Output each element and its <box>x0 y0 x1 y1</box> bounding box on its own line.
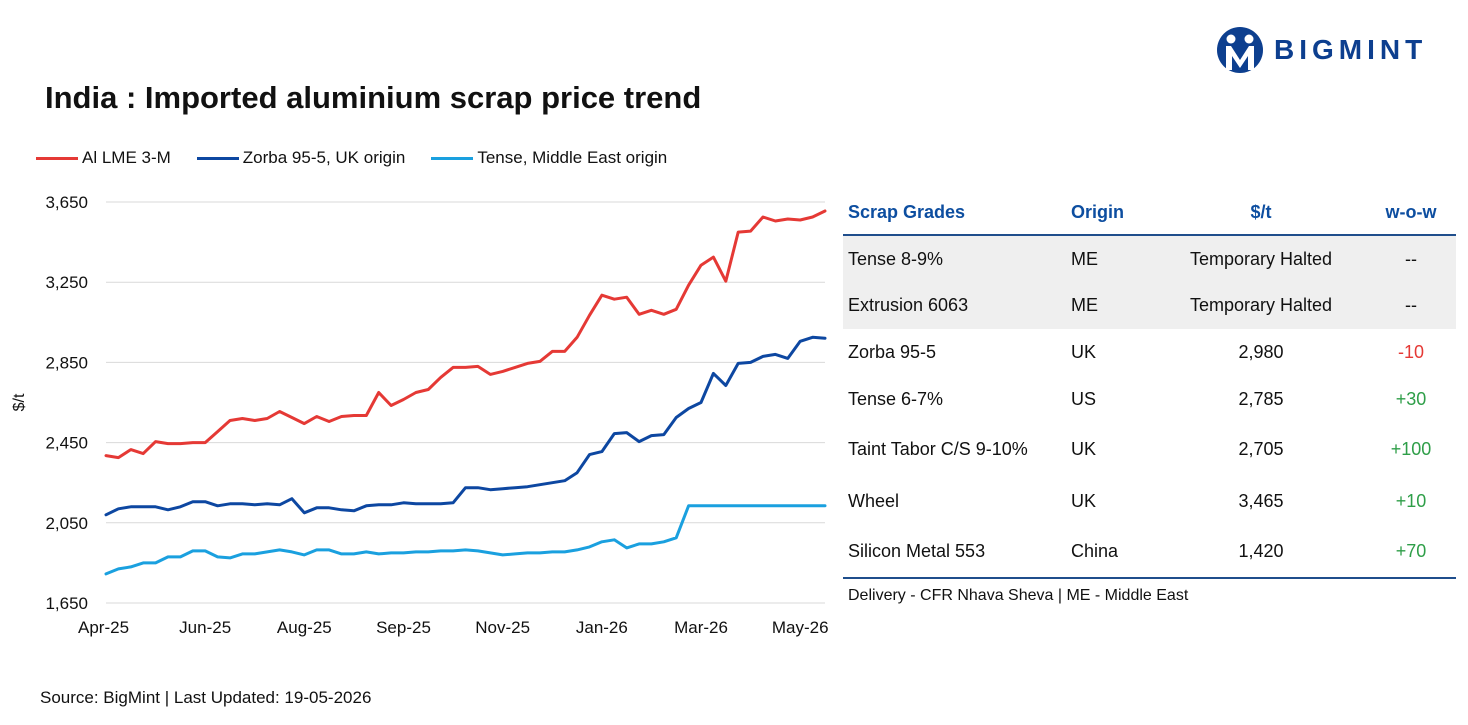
scrap-grades-table: Scrap Grades Origin $/t w-o-w Tense 8-9%… <box>843 190 1456 614</box>
cell-price: 3,465 <box>1238 490 1284 511</box>
cell-origin: ME <box>1066 282 1156 329</box>
table-row: Extrusion 6063 ME Temporary Halted -- <box>843 282 1456 329</box>
cell-price: 1,420 <box>1238 541 1284 561</box>
cell-wow: +100 <box>1390 438 1432 459</box>
legend-item-zorba: Zorba 95-5, UK origin <box>196 148 406 168</box>
cell-price: 2,980 <box>1238 342 1284 362</box>
cell-grade: Tense 6-7% <box>848 388 944 409</box>
table-header-row: Scrap Grades Origin $/t w-o-w <box>843 190 1456 236</box>
table-body: Tense 8-9% ME Temporary Halted -- Extrusion … <box>843 235 1456 614</box>
y-tick-label: 2,850 <box>45 353 88 372</box>
cell-wow: -- <box>1366 235 1456 282</box>
table-note-row: Delivery - CFR Nhava Sheva | ME - Middle… <box>843 577 1456 614</box>
brand-name: BIGMINT <box>1274 34 1428 65</box>
legend-item-tense: Tense, Middle East origin <box>431 148 667 168</box>
cell-grade: Wheel <box>848 490 900 511</box>
y-tick-label: 3,250 <box>45 273 88 292</box>
table-row: Tense 6-7% US 2,785 +30 <box>843 376 1456 422</box>
x-tick-label: Nov-25 <box>475 618 530 637</box>
cell-price: Temporary Halted <box>1156 235 1366 282</box>
page-title: India : Imported aluminium scrap price t… <box>45 80 702 115</box>
header-scrap-grades: Scrap Grades <box>843 190 1066 236</box>
legend-label: Tense, Middle East origin <box>477 148 668 167</box>
legend-label: Al LME 3-M <box>82 148 171 167</box>
table-row: Tense 8-9% ME Temporary Halted -- <box>843 235 1456 282</box>
header-origin: Origin <box>1066 190 1156 236</box>
y-tick-label: 1,650 <box>45 594 88 613</box>
table-row: Silicon Metal 553 China 1,420 +70 <box>843 526 1456 578</box>
cell-wow: +70 <box>1395 541 1427 561</box>
cell-grade: Tense 8-9% <box>843 235 1066 282</box>
cell-grade: Taint Tabor C/S 9-10% <box>848 438 1028 459</box>
y-tick-label: 2,050 <box>45 514 88 533</box>
delivery-note: Delivery - CFR Nhava Sheva | ME - Middle… <box>843 577 1456 614</box>
source-note: Source: BigMint | Last Updated: 19-05-20… <box>40 688 372 707</box>
cell-grade: Silicon Metal 553 <box>848 541 986 561</box>
cell-origin: China <box>1071 541 1119 561</box>
cell-wow: -- <box>1366 282 1456 329</box>
legend-label: Zorba 95-5, UK origin <box>242 148 406 167</box>
cell-origin: UK <box>1071 342 1097 362</box>
cell-grade: Zorba 95-5 <box>848 342 937 362</box>
legend-swatch <box>36 156 78 160</box>
table-row: Zorba 95-5 UK 2,980 -10 <box>843 329 1456 376</box>
cell-origin: UK <box>1071 438 1097 459</box>
y-axis-label: $/t <box>11 393 28 411</box>
x-tick-label: Aug-25 <box>277 618 332 637</box>
legend-item-lme: Al LME 3-M <box>36 148 171 168</box>
cell-price: Temporary Halted <box>1156 282 1366 329</box>
table-row: Taint Tabor C/S 9-10% UK 2,705 +100 <box>843 422 1456 476</box>
x-tick-label: Apr-25 <box>78 618 129 637</box>
cell-price: 2,785 <box>1238 388 1284 409</box>
legend-swatch <box>431 156 474 160</box>
price-trend-chart: 1,650 2,050 2,450 2,850 3,250 3,650 Apr-25 Jun-… <box>11 193 829 637</box>
cell-price: 2,705 <box>1238 438 1284 459</box>
x-tick-label: Mar-26 <box>674 618 728 637</box>
cell-wow: +10 <box>1395 490 1427 511</box>
header-wow: w-o-w <box>1366 190 1456 236</box>
y-tick-label: 3,650 <box>45 193 88 212</box>
legend-swatch <box>196 156 239 160</box>
cell-wow: -10 <box>1397 342 1424 362</box>
x-tick-label: May-26 <box>772 618 829 637</box>
x-tick-label: Jun-25 <box>179 618 231 637</box>
series-line-zorba <box>104 335 827 517</box>
bigmint-logo-icon <box>1217 27 1263 73</box>
cell-grade: Extrusion 6063 <box>843 282 1066 329</box>
header-price: $/t <box>1156 190 1366 236</box>
cell-origin: UK <box>1071 490 1097 511</box>
table-row: Wheel UK 3,465 +10 <box>843 476 1456 526</box>
chart-legend: Al LME 3-M Zorba 95-5, UK origin Tense, … <box>36 146 693 170</box>
bigmint-logo: BIGMINT <box>1214 24 1464 76</box>
series-line-tense <box>104 504 827 576</box>
cell-wow: +30 <box>1395 388 1427 409</box>
x-tick-label: Jan-26 <box>576 618 628 637</box>
series-line-lme <box>104 209 827 460</box>
cell-origin: ME <box>1066 235 1156 282</box>
x-tick-label: Sep-25 <box>376 618 431 637</box>
cell-origin: US <box>1071 388 1097 409</box>
y-tick-label: 2,450 <box>45 434 88 453</box>
